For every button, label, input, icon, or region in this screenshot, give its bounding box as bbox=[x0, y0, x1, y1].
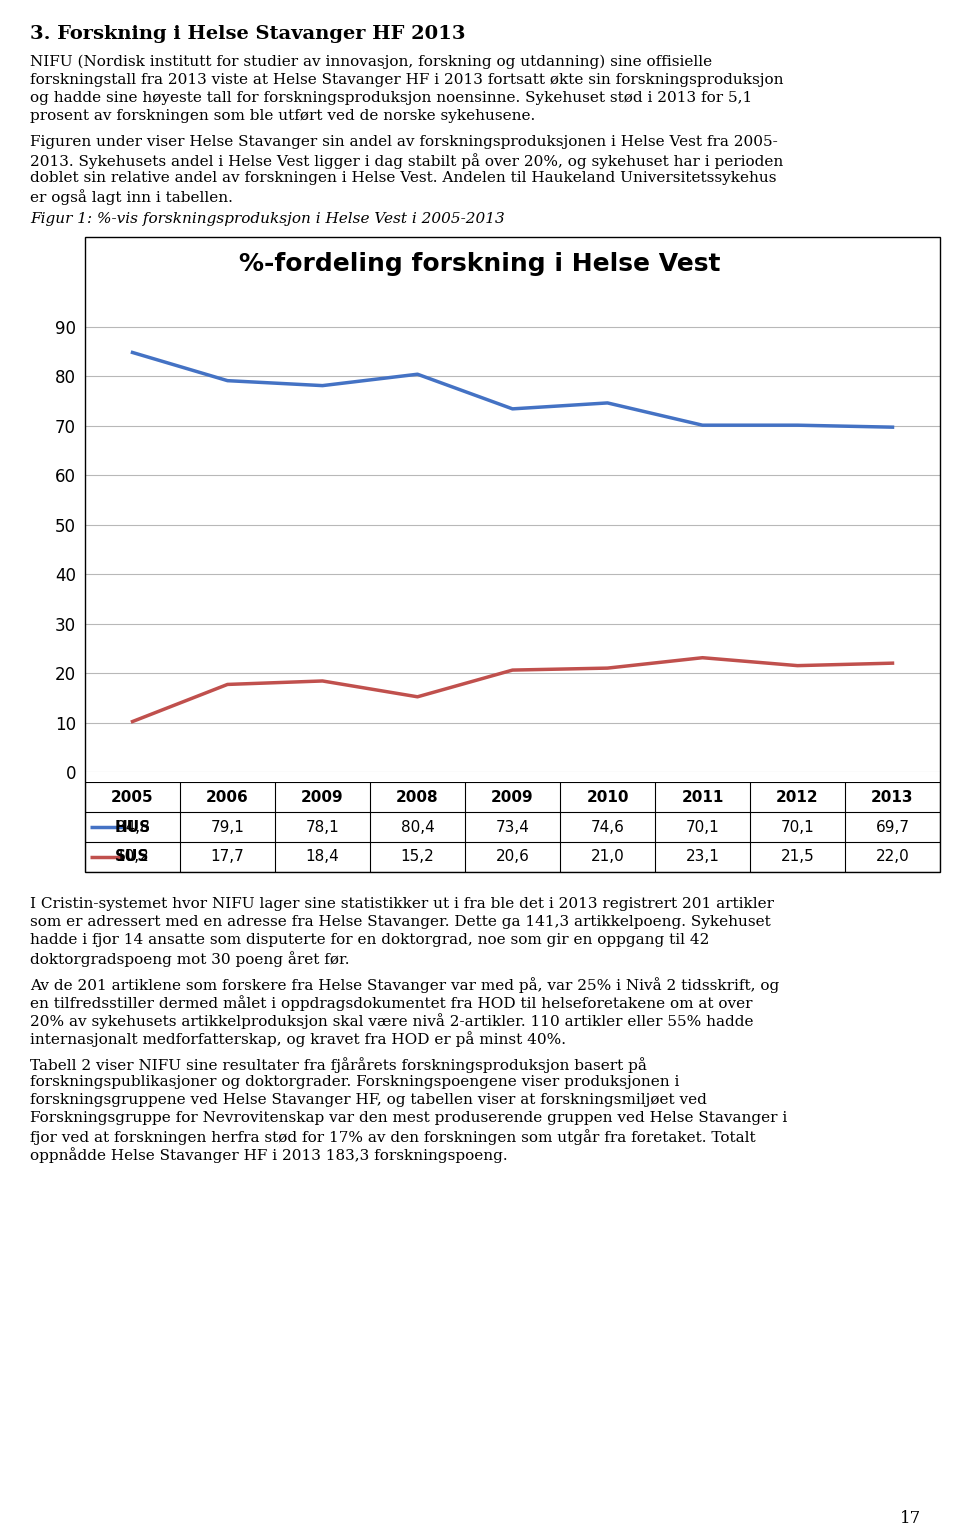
Text: 3. Forskning i Helse Stavanger HF 2013: 3. Forskning i Helse Stavanger HF 2013 bbox=[30, 25, 466, 43]
Text: Figur 1: %-vis forskningsproduksjon i Helse Vest i 2005-2013: Figur 1: %-vis forskningsproduksjon i He… bbox=[30, 212, 505, 226]
Text: SUS: SUS bbox=[115, 850, 150, 864]
Text: 2009: 2009 bbox=[492, 790, 534, 804]
Text: 70,1: 70,1 bbox=[685, 819, 719, 835]
Text: 2006: 2006 bbox=[206, 790, 249, 804]
Text: Av de 201 artiklene som forskere fra Helse Stavanger var med på, var 25% i Nivå : Av de 201 artiklene som forskere fra Hel… bbox=[30, 978, 780, 993]
Text: 15,2: 15,2 bbox=[400, 850, 434, 864]
Text: 2013: 2013 bbox=[872, 790, 914, 804]
Text: 79,1: 79,1 bbox=[210, 819, 245, 835]
Text: 2010: 2010 bbox=[587, 790, 629, 804]
Text: 78,1: 78,1 bbox=[305, 819, 340, 835]
Text: 21,5: 21,5 bbox=[780, 850, 814, 864]
Text: 2008: 2008 bbox=[396, 790, 439, 804]
Text: forskningstall fra 2013 viste at Helse Stavanger HF i 2013 fortsatt økte sin for: forskningstall fra 2013 viste at Helse S… bbox=[30, 72, 783, 88]
Text: 73,4: 73,4 bbox=[495, 819, 529, 835]
Text: 80,4: 80,4 bbox=[400, 819, 434, 835]
Text: 2013. Sykehusets andel i Helse Vest ligger i dag stabilt på over 20%, og sykehus: 2013. Sykehusets andel i Helse Vest ligg… bbox=[30, 154, 783, 169]
Text: forskningspublikasjoner og doktorgrader. Forskningspoengene viser produksjonen i: forskningspublikasjoner og doktorgrader.… bbox=[30, 1074, 680, 1090]
Text: 2009: 2009 bbox=[301, 790, 344, 804]
Text: er også lagt inn i tabellen.: er også lagt inn i tabellen. bbox=[30, 189, 233, 204]
Text: 21,0: 21,0 bbox=[590, 850, 624, 864]
Text: internasjonalt medforfatterskap, og kravet fra HOD er på minst 40%.: internasjonalt medforfatterskap, og krav… bbox=[30, 1031, 566, 1047]
Text: 2012: 2012 bbox=[777, 790, 819, 804]
Text: fjor ved at forskningen herfra stød for 17% av den forskningen som utgår fra for: fjor ved at forskningen herfra stød for … bbox=[30, 1130, 756, 1145]
Text: Tabell 2 viser NIFU sine resultater fra fjårårets forskningsproduksjon basert på: Tabell 2 viser NIFU sine resultater fra … bbox=[30, 1057, 647, 1073]
Text: 2005: 2005 bbox=[111, 790, 154, 804]
Text: 69,7: 69,7 bbox=[876, 819, 909, 835]
Text: 10,2: 10,2 bbox=[115, 850, 150, 864]
Text: I Cristin-systemet hvor NIFU lager sine statistikker ut i fra ble det i 2013 reg: I Cristin-systemet hvor NIFU lager sine … bbox=[30, 898, 774, 911]
Text: 20,6: 20,6 bbox=[495, 850, 529, 864]
Text: 70,1: 70,1 bbox=[780, 819, 814, 835]
Text: NIFU (Nordisk institutt for studier av innovasjon, forskning og utdanning) sine : NIFU (Nordisk institutt for studier av i… bbox=[30, 55, 712, 69]
Text: 17,7: 17,7 bbox=[210, 850, 245, 864]
Text: doktorgradspoeng mot 30 poeng året før.: doktorgradspoeng mot 30 poeng året før. bbox=[30, 951, 349, 967]
Text: 74,6: 74,6 bbox=[590, 819, 624, 835]
Text: 84,8: 84,8 bbox=[115, 819, 150, 835]
Text: prosent av forskningen som ble utført ved de norske sykehusene.: prosent av forskningen som ble utført ve… bbox=[30, 109, 536, 123]
Text: oppnådde Helse Stavanger HF i 2013 183,3 forskningspoeng.: oppnådde Helse Stavanger HF i 2013 183,3… bbox=[30, 1147, 508, 1164]
Text: forskningsgruppene ved Helse Stavanger HF, og tabellen viser at forskningsmiljøe: forskningsgruppene ved Helse Stavanger H… bbox=[30, 1093, 707, 1107]
Text: 2011: 2011 bbox=[682, 790, 724, 804]
Text: 20% av sykehusets artikkelproduksjon skal være nivå 2-artikler. 110 artikler ell: 20% av sykehusets artikkelproduksjon ska… bbox=[30, 1013, 754, 1028]
Text: HUS: HUS bbox=[114, 819, 151, 835]
Text: hadde i fjor 14 ansatte som disputerte for en doktorgrad, noe som gir en oppgang: hadde i fjor 14 ansatte som disputerte f… bbox=[30, 933, 709, 947]
Text: Figuren under viser Helse Stavanger sin andel av forskningsproduksjonen i Helse : Figuren under viser Helse Stavanger sin … bbox=[30, 135, 778, 149]
Text: %-fordeling forskning i Helse Vest: %-fordeling forskning i Helse Vest bbox=[239, 252, 721, 277]
Text: doblet sin relative andel av forskningen i Helse Vest. Andelen til Haukeland Uni: doblet sin relative andel av forskningen… bbox=[30, 171, 777, 184]
Text: Forskningsgruppe for Nevrovitenskap var den mest produserende gruppen ved Helse : Forskningsgruppe for Nevrovitenskap var … bbox=[30, 1111, 787, 1125]
Text: og hadde sine høyeste tall for forskningsproduksjon noensinne. Sykehuset stød i : og hadde sine høyeste tall for forskning… bbox=[30, 91, 753, 105]
Text: en tilfredsstiller dermed målet i oppdragsdokumentet fra HOD til helseforetakene: en tilfredsstiller dermed målet i oppdra… bbox=[30, 994, 753, 1011]
Text: 17: 17 bbox=[900, 1509, 922, 1526]
Text: 22,0: 22,0 bbox=[876, 850, 909, 864]
Text: som er adressert med en adresse fra Helse Stavanger. Dette ga 141,3 artikkelpoen: som er adressert med en adresse fra Hels… bbox=[30, 915, 771, 928]
Text: 23,1: 23,1 bbox=[685, 850, 719, 864]
Text: 18,4: 18,4 bbox=[305, 850, 340, 864]
